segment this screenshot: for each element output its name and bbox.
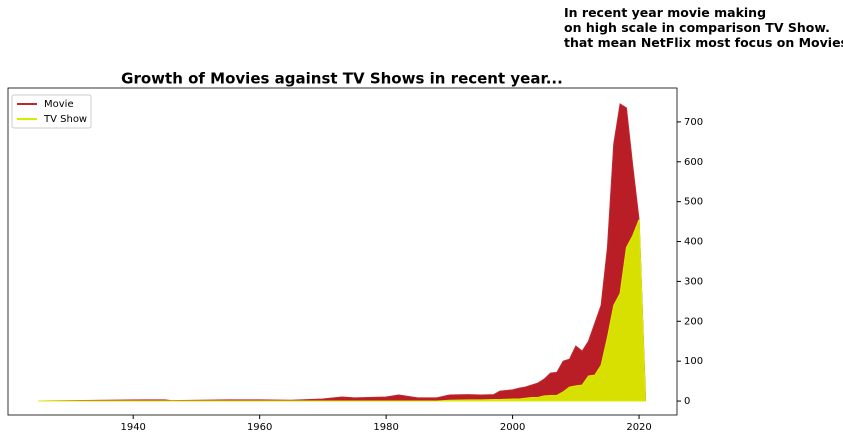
y-tick-label: 300 xyxy=(684,276,703,287)
plot-frame xyxy=(7,87,678,416)
y-tick-label: 600 xyxy=(684,157,703,168)
annotation: that mean NetFlix most focus on Movies xyxy=(564,35,843,50)
chart-title: Growth of Movies against TV Shows in rec… xyxy=(121,70,563,88)
y-tick-label: 100 xyxy=(684,356,703,367)
x-tick-label: 1940 xyxy=(120,422,145,433)
x-tick-label: 2020 xyxy=(626,422,651,433)
y-tick-label: 500 xyxy=(684,197,703,208)
x-tick-label: 2000 xyxy=(500,422,525,433)
area xyxy=(38,219,646,402)
y-tick-label: 700 xyxy=(684,117,703,128)
y-tick-label: 400 xyxy=(684,237,703,248)
x-tick-label: 1960 xyxy=(247,422,272,433)
legend-label: TV Show xyxy=(43,114,87,125)
annotation: In recent year movie making xyxy=(564,5,766,20)
legend-label: Movie xyxy=(44,99,74,110)
y-tick-label: 200 xyxy=(684,316,703,327)
x-tick-label: 1980 xyxy=(373,422,398,433)
annotation: on high scale in comparison TV Show. xyxy=(564,20,830,35)
area xyxy=(38,103,646,402)
y-tick-label: 0 xyxy=(684,396,690,407)
